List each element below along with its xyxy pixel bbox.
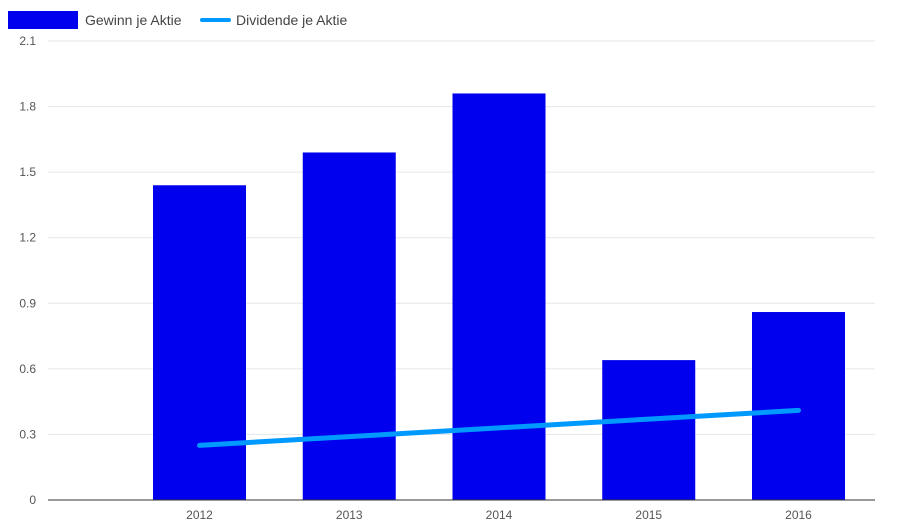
dividend-point-2012 (199, 444, 200, 446)
dividend-point-2015 (648, 418, 650, 420)
y-tick-label: 0.6 (19, 362, 36, 376)
x-tick-label: 2012 (186, 508, 213, 522)
axes: 0 0.3 0.6 0.9 1.2 1.5 1.8 2.1 2012 2013 2014 2015 20… (19, 34, 875, 522)
y-tick-label: 1.2 (19, 231, 36, 245)
line-series (197, 407, 801, 448)
y-tick-label: 1.5 (19, 165, 36, 179)
bar-2016 (752, 312, 845, 500)
legend: Gewinn je Aktie Dividende je Aktie (8, 11, 348, 29)
y-tick-label: 0.9 (19, 296, 36, 310)
y-tick-label: 0 (29, 493, 36, 507)
bar-2014 (452, 93, 546, 500)
x-tick-label: 2013 (336, 508, 363, 522)
y-tick-label: 2.1 (19, 34, 36, 48)
dividend-point-2013 (348, 436, 350, 438)
bar-2013 (302, 152, 396, 500)
dividend-point-2016 (798, 409, 799, 411)
y-tick-label: 0.3 (19, 427, 36, 441)
y-tick-label: 1.8 (19, 100, 36, 114)
x-tick-label: 2014 (486, 508, 513, 522)
legend-swatch-gewinn (8, 11, 78, 29)
bar-2015 (602, 360, 696, 500)
legend-label-gewinn: Gewinn je Aktie (85, 12, 182, 28)
legend-label-dividende: Dividende je Aktie (236, 12, 348, 28)
dividend-point-2014 (498, 427, 500, 429)
bar-series (153, 93, 845, 500)
bar-2012 (153, 185, 246, 500)
x-tick-label: 2015 (635, 508, 662, 522)
x-tick-label: 2016 (785, 508, 812, 522)
